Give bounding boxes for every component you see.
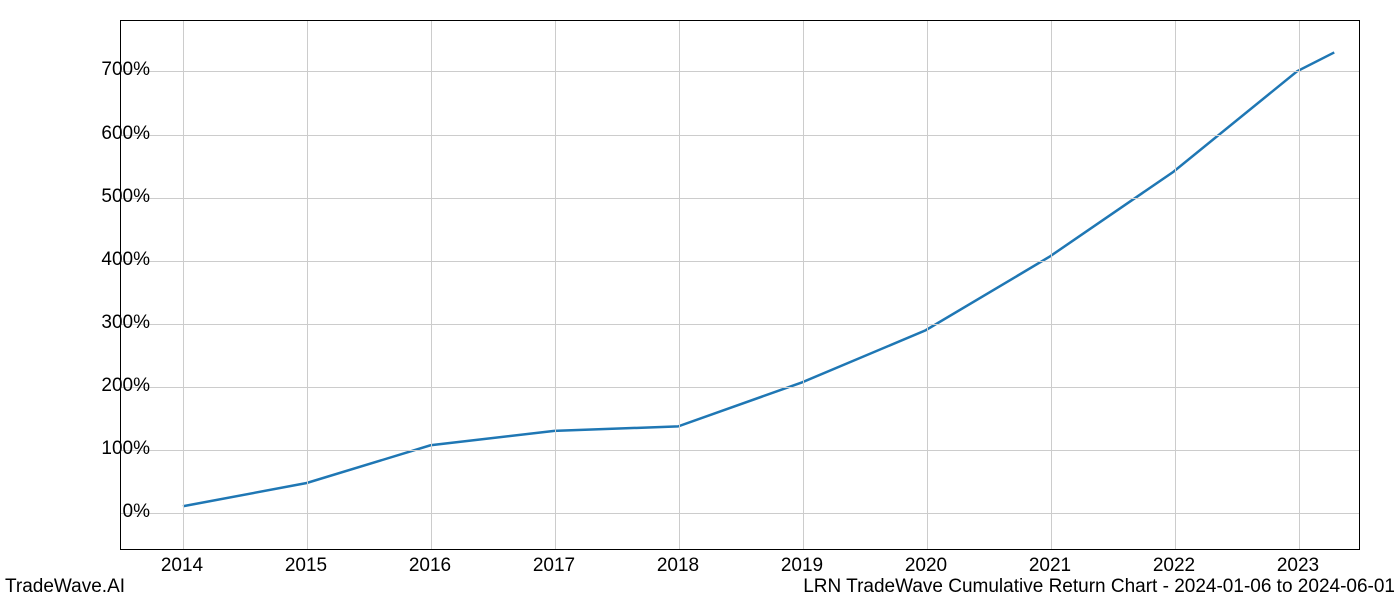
y-tick-label: 0% bbox=[123, 501, 150, 523]
gridline-vertical bbox=[679, 21, 680, 549]
gridline-vertical bbox=[1175, 21, 1176, 549]
plot-area bbox=[120, 20, 1360, 550]
gridline-horizontal bbox=[121, 71, 1359, 72]
gridline-horizontal bbox=[121, 324, 1359, 325]
gridline-horizontal bbox=[121, 387, 1359, 388]
chart-container bbox=[120, 20, 1360, 550]
y-tick-label: 100% bbox=[101, 438, 150, 460]
gridline-vertical bbox=[183, 21, 184, 549]
gridline-vertical bbox=[927, 21, 928, 549]
gridline-vertical bbox=[1051, 21, 1052, 549]
y-tick-label: 200% bbox=[101, 375, 150, 397]
x-tick-label: 2014 bbox=[161, 555, 203, 577]
x-tick-label: 2018 bbox=[657, 555, 699, 577]
gridline-horizontal bbox=[121, 450, 1359, 451]
gridline-horizontal bbox=[121, 513, 1359, 514]
y-tick-label: 500% bbox=[101, 186, 150, 208]
y-tick-label: 700% bbox=[101, 59, 150, 81]
x-tick-label: 2023 bbox=[1277, 555, 1319, 577]
footer-branding: TradeWave.AI bbox=[5, 576, 125, 598]
x-tick-label: 2015 bbox=[285, 555, 327, 577]
footer-chart-title: LRN TradeWave Cumulative Return Chart - … bbox=[803, 576, 1395, 598]
gridline-horizontal bbox=[121, 135, 1359, 136]
gridline-vertical bbox=[1299, 21, 1300, 549]
y-tick-label: 600% bbox=[101, 123, 150, 145]
gridline-vertical bbox=[803, 21, 804, 549]
x-tick-label: 2020 bbox=[905, 555, 947, 577]
gridline-horizontal bbox=[121, 261, 1359, 262]
y-tick-label: 400% bbox=[101, 249, 150, 271]
gridline-vertical bbox=[555, 21, 556, 549]
x-tick-label: 2022 bbox=[1153, 555, 1195, 577]
gridline-vertical bbox=[307, 21, 308, 549]
x-tick-label: 2016 bbox=[409, 555, 451, 577]
gridline-vertical bbox=[431, 21, 432, 549]
x-tick-label: 2021 bbox=[1029, 555, 1071, 577]
x-tick-label: 2017 bbox=[533, 555, 575, 577]
y-tick-label: 300% bbox=[101, 312, 150, 334]
x-tick-label: 2019 bbox=[781, 555, 823, 577]
gridline-horizontal bbox=[121, 198, 1359, 199]
